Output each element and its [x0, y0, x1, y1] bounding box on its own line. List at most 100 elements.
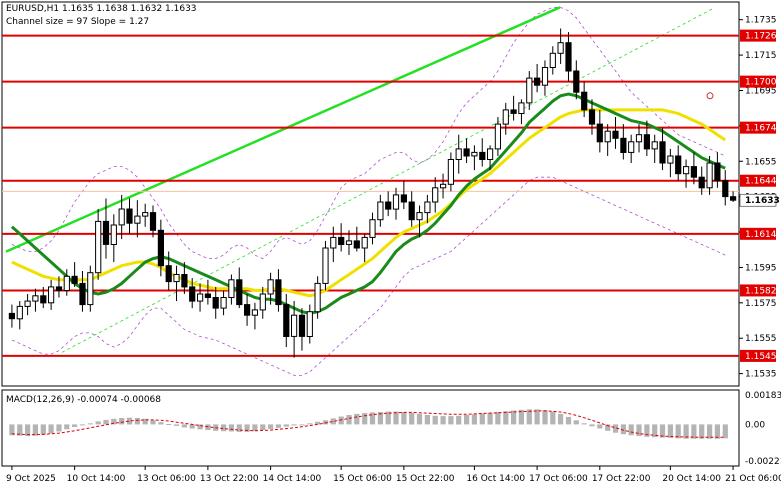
bollinger-lower-line	[11, 176, 726, 376]
candle	[502, 102, 509, 135]
candle-body	[643, 134, 650, 150]
candle-body	[432, 187, 439, 203]
candle-body	[40, 295, 47, 304]
candle	[157, 219, 165, 277]
current-price-box	[739, 193, 777, 207]
macd-bar	[565, 416, 572, 425]
price-pane-border	[1, 1, 740, 387]
candle-body	[455, 148, 462, 160]
time-tick-label: 13 Oct 22:00	[200, 474, 259, 484]
candle	[322, 240, 329, 291]
candle	[408, 191, 415, 227]
candle	[690, 152, 697, 185]
moving-averages	[10, 92, 727, 315]
macd-bar	[401, 412, 407, 425]
level-price-label: 1.1545	[745, 352, 777, 362]
macd-bar	[322, 420, 329, 425]
candle-body	[479, 151, 486, 160]
candle-body	[95, 220, 102, 274]
candle	[432, 177, 439, 213]
candle-body	[377, 201, 384, 221]
macd-bar	[17, 424, 23, 436]
macd-bar	[409, 412, 415, 425]
price-levels	[2, 34, 739, 357]
candle	[581, 81, 588, 118]
level-price-label: 1.1644	[745, 177, 777, 187]
macd-bar	[675, 424, 681, 439]
candle	[573, 60, 580, 100]
candle-body	[502, 109, 509, 125]
time-tick-label: 14 Oct 14:00	[263, 474, 322, 484]
macd-bar	[362, 413, 368, 425]
candle	[557, 28, 564, 64]
candle	[55, 276, 63, 298]
macd-bar	[487, 412, 493, 425]
candle	[8, 304, 15, 328]
macd-bar	[558, 413, 564, 425]
candle	[400, 180, 407, 210]
candle	[651, 134, 658, 164]
candle	[526, 71, 533, 110]
candle-body	[251, 309, 259, 316]
candle	[63, 269, 70, 296]
candle	[275, 269, 282, 312]
candle-body	[494, 123, 501, 150]
macd-bar	[518, 409, 524, 425]
price-tick-label: 1.1655	[745, 157, 777, 167]
candle-body	[338, 236, 345, 245]
candle-body	[581, 91, 588, 111]
macd-bar	[691, 424, 697, 439]
price-tick-label: 1.1735	[745, 16, 777, 26]
level-price-label: 1.1582	[745, 286, 777, 296]
candle	[32, 288, 39, 312]
ma-slow-line	[10, 92, 726, 315]
macd-bar	[526, 409, 532, 425]
candle	[220, 290, 227, 316]
candle	[667, 148, 674, 178]
candle	[259, 286, 266, 319]
candle	[87, 265, 94, 312]
macd-bar	[95, 421, 101, 425]
level-price-box	[740, 349, 776, 362]
macd-bar	[315, 421, 321, 425]
macd-bar	[612, 424, 619, 433]
candle	[361, 233, 368, 263]
level-price-box	[740, 29, 776, 42]
macd-bar	[683, 424, 689, 439]
macd-bar	[299, 424, 305, 426]
level-price-label: 1.1674	[745, 124, 777, 134]
candle-body	[353, 240, 360, 249]
candle	[126, 198, 133, 234]
macd-bar	[346, 415, 352, 425]
macd-bar	[597, 424, 603, 429]
price-tick-label: 1.1555	[745, 334, 777, 344]
macd-bar	[189, 424, 195, 429]
candle	[40, 286, 47, 309]
macd-bar	[166, 424, 172, 425]
candle-body	[588, 109, 596, 125]
macd-bar	[268, 424, 274, 429]
candle-body	[400, 194, 407, 203]
candle-body	[675, 155, 682, 175]
macd-bar	[25, 424, 31, 437]
macd-bar	[72, 424, 78, 427]
candle	[345, 230, 353, 256]
candle	[24, 293, 31, 316]
candle	[479, 138, 486, 167]
candle-body	[149, 212, 157, 231]
candle-body	[189, 286, 196, 302]
candle	[134, 200, 141, 238]
candle	[283, 293, 290, 348]
macd-bar	[550, 411, 556, 425]
time-tick-label: 10 Oct 14:00	[67, 474, 126, 484]
candle-body	[612, 130, 619, 139]
candle-body	[392, 194, 400, 210]
macd-bar	[534, 409, 540, 425]
macd-bar	[260, 424, 266, 430]
channel-info: Channel size = 97 Slope = 1.27	[6, 17, 150, 27]
candle-body	[291, 314, 298, 337]
macd-bar	[432, 415, 438, 425]
macd-tick-label: 0.00	[745, 420, 765, 430]
